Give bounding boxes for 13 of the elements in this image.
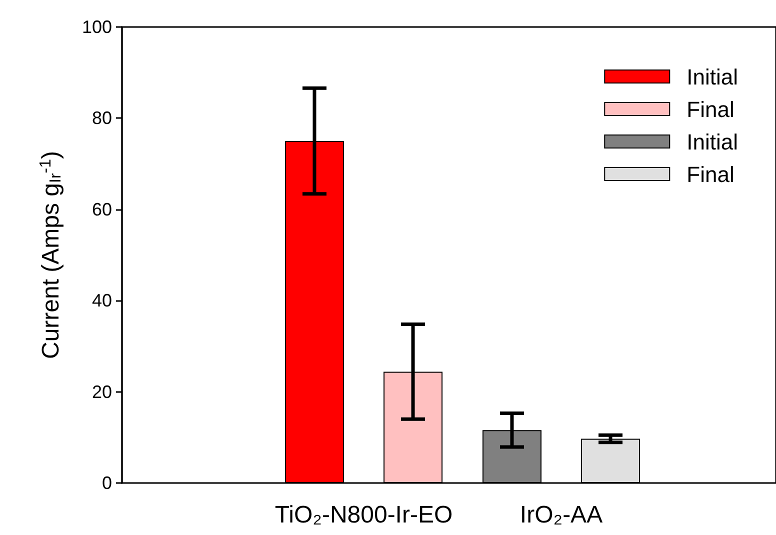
y-tick-label: 0 — [102, 473, 112, 493]
legend-label: Final — [686, 97, 734, 122]
legend-label: Initial — [686, 130, 738, 154]
y-tick-label: 80 — [92, 108, 112, 128]
y-tick-label: 20 — [92, 382, 112, 402]
y-tick-label: 60 — [92, 199, 112, 220]
y-axis-title: Current (Amps gIr-1) — [38, 150, 64, 360]
x-tick-label: TiO₂-N800-Ir-EO — [274, 502, 453, 528]
x-tick-label: IrO₂-AA — [520, 502, 603, 528]
legend-label: Initial — [686, 64, 738, 90]
y-tick-label: 100 — [82, 17, 112, 37]
legend-label: Final — [686, 162, 734, 187]
y-tick-label: 40 — [92, 290, 112, 311]
